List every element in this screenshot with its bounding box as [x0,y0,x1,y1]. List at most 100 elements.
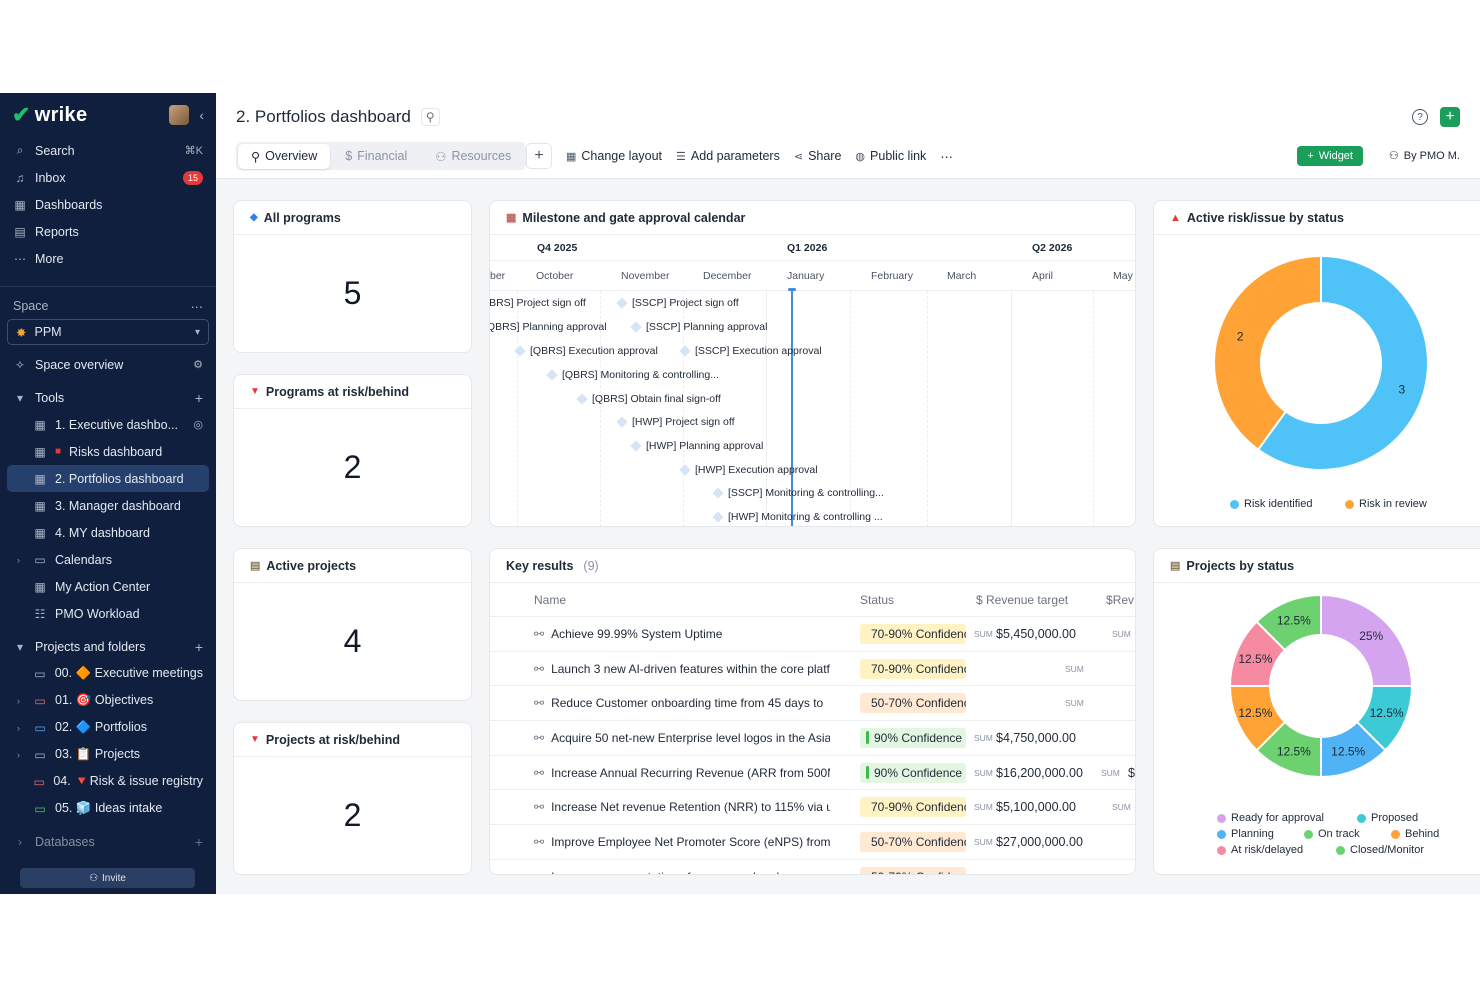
sidebar-item-pmo-workload[interactable]: ☷ PMO Workload [0,600,216,627]
sidebar-item-portfolios-dashboard[interactable]: ▦ 2. Portfolios dashboard [7,465,209,492]
help-icon[interactable]: ? [1412,109,1428,125]
create-new-button[interactable]: + [1440,107,1460,127]
milestone-item[interactable]: [SSCP] Monitoring & controlling... [712,487,884,499]
milestone-item[interactable]: [HWP] Project sign off [616,416,735,428]
sidebar-item-space-overview[interactable]: ⟡ Space overview ⚙ [0,351,216,378]
status-badge[interactable]: 50-70% Confidence [860,831,966,852]
key-result-name[interactable]: ⚯ Launch 3 new AI-driven features within … [534,662,830,676]
sidebar-item-my-dashboard[interactable]: ▦ 4. MY dashboard [0,519,216,546]
sidebar-item-calendars[interactable]: › ▭ Calendars [0,546,216,573]
projects-donut-chart[interactable]: 25% 12.5% 12.5% 12.5% 12.5% 12.5% 12.5% [1154,583,1480,803]
table-row[interactable]: ⚯ Launch 3 new AI-driven features within … [490,652,1135,687]
pin-icon[interactable]: ⚲ [420,108,440,126]
gear-icon[interactable]: ⚙ [193,359,203,371]
milestone-item[interactable]: [QBRS] Planning approval [490,321,607,333]
space-more-icon[interactable]: ⋯ [190,299,204,314]
milestone-item[interactable]: [QBRS] Execution approval [514,345,658,357]
sidebar-folder-portfolios[interactable]: › ▭ 02. 🔷 Portfolios [0,714,216,741]
column-header-revenue-target[interactable]: $ Revenue target [976,593,1068,607]
sidebar-item-executive-dashboard[interactable]: ▦ 1. Executive dashbo... ◎ [0,411,216,438]
key-result-name[interactable]: ⚯ Increase representation of women and un… [534,870,830,874]
collapse-sidebar-icon[interactable]: ‹ [199,107,204,123]
status-badge[interactable]: 70-90% Confidence [860,623,966,644]
key-result-name[interactable]: ⚯ Improve Employee Net Promoter Score (eN… [534,835,830,849]
add-database-icon[interactable]: + [194,833,203,850]
column-header-revenue[interactable]: $Rev [1106,593,1134,607]
milestone-item[interactable]: [HWP] Planning approval [630,440,763,452]
chevron-right-icon[interactable]: › [17,695,20,706]
key-result-name[interactable]: ⚯ Increase Annual Recurring Revenue (ARR … [534,766,830,780]
add-widget-button[interactable]: + Widget [1297,146,1363,166]
chevron-right-icon[interactable]: › [17,554,20,565]
add-folder-icon[interactable]: + [194,638,203,655]
key-result-name[interactable]: ⚯ Increase Net revenue Retention (NRR) to… [534,800,830,814]
table-row[interactable]: ⚯ Achieve 99.99% System Uptime 70-90% Conf… [490,617,1135,652]
sidebar-item-inbox[interactable]: ♫ Inbox 15 [0,164,216,191]
widget-milestone-calendar[interactable]: ▦ Milestone and gate approval calendar Q4… [489,200,1136,527]
key-result-name[interactable]: ⚯ Acquire 50 net-new Enterprise level log… [534,731,830,745]
milestone-item[interactable]: [HWP] Monitoring & controlling ... [712,511,883,523]
table-row[interactable]: ⚯ Increase Net revenue Retention (NRR) to… [490,790,1135,826]
projects-donut-slice[interactable] [1255,593,1322,652]
risk-donut-slice[interactable] [1256,254,1429,471]
status-badge[interactable]: 70-90% Confidence [860,797,966,818]
milestone-item[interactable]: [SSCP] Project sign off [616,297,739,309]
add-tab-button[interactable]: + [526,143,552,169]
status-badge[interactable]: 50-70% Confidence [860,693,966,714]
change-layout-button[interactable]: ▦ Change layout [566,149,662,163]
sidebar-item-search[interactable]: ⌕ Search ⌘K [0,137,216,164]
risk-donut-chart[interactable]: 32 [1154,235,1480,485]
sidebar-item-action-center[interactable]: ▦ My Action Center [0,573,216,600]
sidebar-folder-risk-registry[interactable]: ▭ 04. 🔻Risk & issue registry [0,768,216,795]
tools-section-header[interactable]: ▾ Tools + [0,384,216,411]
more-options-button[interactable]: ⋯ [940,149,953,164]
add-tool-icon[interactable]: + [194,389,203,406]
sidebar-folder-projects[interactable]: › ▭ 03. 📋 Projects [0,741,216,768]
databases-section-header[interactable]: › Databases + [0,828,216,855]
table-row[interactable]: ⚯ Increase Annual Recurring Revenue (ARR … [490,756,1135,791]
risk-donut-slice[interactable] [1213,254,1322,451]
sidebar-item-dashboards[interactable]: ▦ Dashboards [0,191,216,218]
owner-filter[interactable]: ⚇ By PMO M. [1389,149,1460,163]
key-result-name[interactable]: ⚯ Achieve 99.99% System Uptime [534,627,830,641]
chevron-right-icon[interactable]: › [17,749,20,760]
column-header-name[interactable]: Name [534,592,567,607]
table-row[interactable]: ⚯ Increase representation of women and un… [490,860,1135,874]
table-row[interactable]: ⚯ Improve Employee Net Promoter Score (eN… [490,825,1135,860]
tab-financial[interactable]: $ Financial [332,144,420,168]
tab-overview[interactable]: ⚲ Overview [238,143,331,169]
milestone-item[interactable]: [QBRS] Project sign off [490,297,586,309]
widget-programs-at-risk[interactable]: ▼ Programs at risk/behind 2 [233,374,472,527]
share-button[interactable]: ⋖ Share [794,149,842,163]
widget-projects-at-risk[interactable]: ▼ Projects at risk/behind 2 [233,722,472,875]
add-parameters-button[interactable]: ☰ Add parameters [676,149,780,163]
status-badge[interactable]: 90% Confidence [860,762,966,783]
table-row[interactable]: ⚯ Acquire 50 net-new Enterprise level log… [490,721,1135,756]
sidebar-item-reports[interactable]: ▤ Reports [0,218,216,245]
key-result-name[interactable]: ⚯ Reduce Customer onboarding time from 45… [534,696,830,710]
sidebar-item-manager-dashboard[interactable]: ▦ 3. Manager dashboard [0,492,216,519]
space-selector[interactable]: ✸ PPM ▾ [7,319,209,345]
projects-section-header[interactable]: ▾ Projects and folders + [0,633,216,660]
sidebar-folder-ideas-intake[interactable]: ▭ 05. 🧊 Ideas intake [0,795,216,822]
widget-key-results[interactable]: Key results (9) Name Status $ Revenue tar… [489,548,1136,875]
sidebar-folder-objectives[interactable]: › ▭ 01. 🎯 Objectives [0,687,216,714]
milestone-item[interactable]: [SSCP] Planning approval [630,321,767,333]
table-row[interactable]: ⚯ Reduce Customer onboarding time from 45… [490,686,1135,722]
sidebar-item-risks-dashboard[interactable]: ▦ ■ Risks dashboard [0,438,216,465]
milestone-item[interactable]: [QBRS] Monitoring & controlling... [546,369,719,381]
public-link-button[interactable]: ◍ Public link [855,149,926,163]
sidebar-item-more[interactable]: ⋯ More [0,245,216,272]
tab-resources[interactable]: ⚇ Resources [422,144,524,169]
status-badge[interactable]: 70-90% Confidence [860,658,966,679]
milestone-item[interactable]: [HWP] Execution approval [679,464,818,476]
chevron-right-icon[interactable]: › [17,722,20,733]
milestone-item[interactable]: [QBRS] Obtain final sign-off [576,393,721,405]
status-badge[interactable]: 90% Confidence [860,727,966,748]
avatar[interactable] [169,105,190,125]
gantt-timeline[interactable]: Q4 2025 Q1 2026 Q2 2026 ber October Nove… [490,235,1135,526]
milestone-item[interactable]: [SSCP] Execution approval [679,345,822,357]
wrike-logo[interactable]: ✔ wrike [12,102,87,128]
sidebar-folder-executive-meetings[interactable]: ▭ 00. 🔶 Executive meetings [0,660,216,687]
